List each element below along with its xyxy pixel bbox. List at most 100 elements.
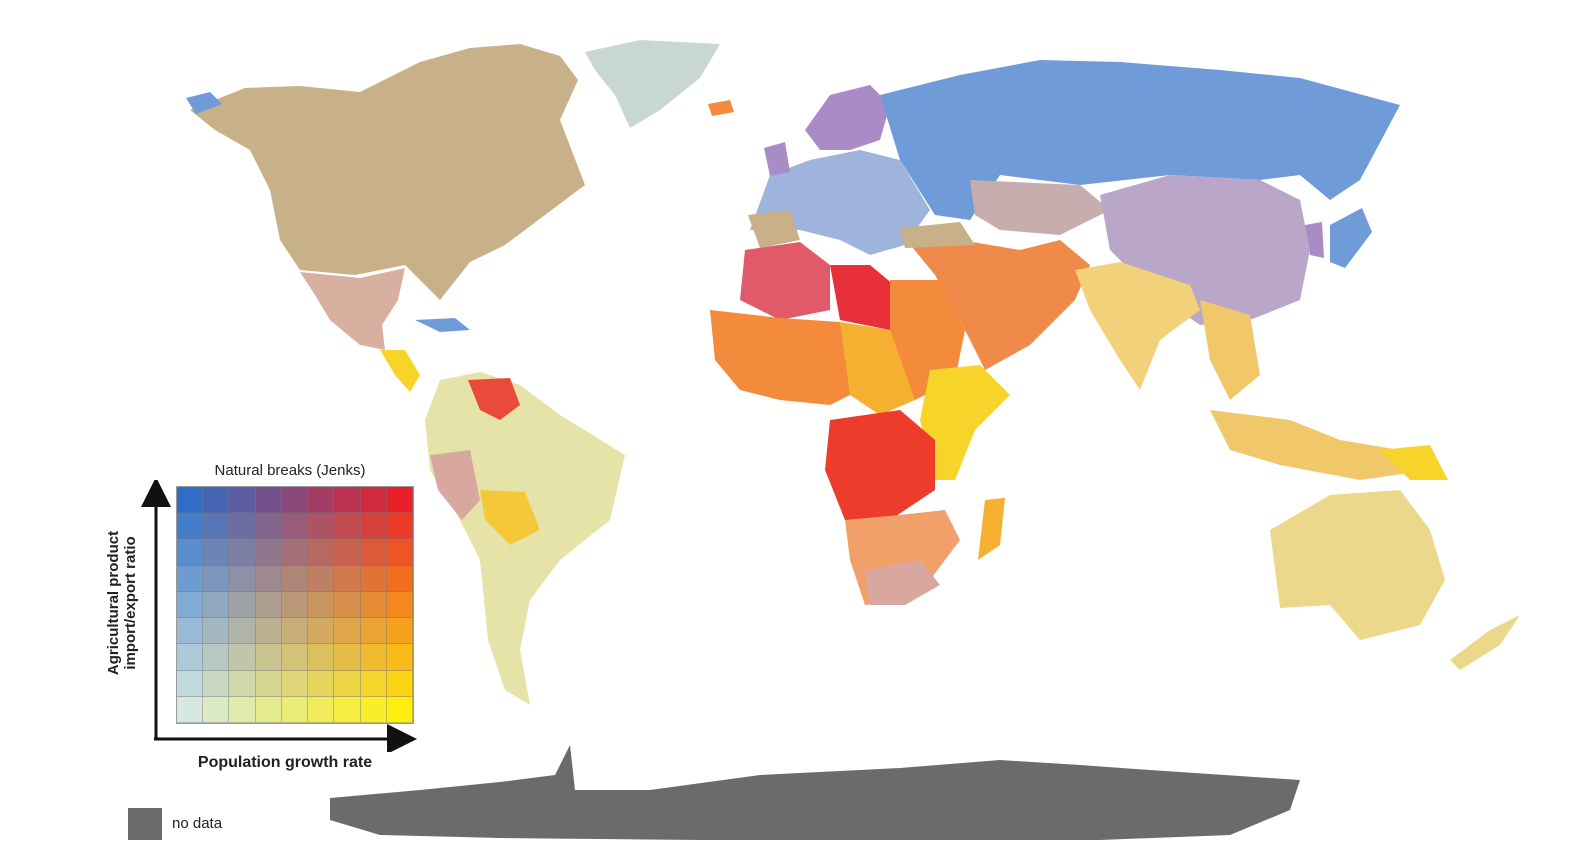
region-bolivia [480, 490, 540, 545]
legend-cell [308, 487, 335, 514]
legend-cell [203, 670, 230, 697]
legend-cell [203, 644, 230, 671]
legend-cell [281, 591, 309, 619]
legend-cell [308, 513, 335, 540]
legend-cell [203, 591, 230, 619]
region-sahel [840, 322, 915, 415]
region-greenland [585, 40, 720, 128]
legend-cell [177, 513, 204, 540]
region-new-zealand [1450, 615, 1520, 670]
legend-cell [177, 670, 204, 697]
legend-cell [386, 644, 413, 671]
bivariate-legend-grid [176, 486, 414, 724]
legend-cell [203, 487, 230, 514]
region-alaska-tip [186, 92, 222, 114]
legend-cell [255, 539, 282, 566]
legend-cell [360, 487, 387, 514]
region-north-america [190, 44, 585, 300]
legend-cell [229, 591, 256, 619]
legend-cell [360, 670, 387, 697]
legend-cell [229, 670, 256, 697]
region-australia [1270, 490, 1445, 640]
region-west-africa [710, 310, 880, 405]
legend-axes [141, 480, 417, 752]
legend-cell [281, 513, 309, 540]
legend-cell [229, 565, 256, 592]
legend-cell [281, 696, 309, 723]
legend-cell [229, 513, 256, 540]
legend-cell [203, 696, 230, 723]
legend-y-axis-label-line1: Agricultural product [105, 530, 122, 676]
legend-cell [334, 487, 361, 514]
legend-cell [255, 644, 282, 671]
legend-cell [203, 539, 230, 566]
legend-cell [255, 618, 282, 645]
region-iceland [708, 100, 734, 116]
legend-cell [334, 513, 361, 540]
region-peru [430, 450, 480, 520]
legend-cell [334, 591, 361, 619]
legend-cell [308, 618, 335, 645]
legend-cell [177, 565, 204, 592]
region-scandinavia [805, 85, 890, 150]
legend-cell [281, 487, 309, 514]
legend-cell [255, 591, 282, 619]
legend-cell [177, 487, 204, 514]
region-south-africa [865, 560, 940, 605]
legend-cell [229, 618, 256, 645]
region-turkey [900, 222, 975, 248]
legend-cell [255, 487, 282, 514]
no-data-swatch [128, 808, 162, 840]
legend-cell [334, 696, 361, 723]
region-india [1075, 262, 1200, 390]
legend-cell [334, 644, 361, 671]
legend-cell [308, 670, 335, 697]
region-middle-east [900, 232, 1090, 370]
legend-title: Natural breaks (Jenks) [214, 462, 366, 479]
legend-cell [334, 670, 361, 697]
legend-cell [203, 513, 230, 540]
region-central-asia [970, 180, 1110, 235]
legend-cell [386, 670, 413, 697]
legend-cell [360, 513, 387, 540]
legend-cell [229, 644, 256, 671]
region-japan [1330, 208, 1372, 268]
legend-cell [255, 565, 282, 592]
legend-cell [203, 618, 230, 645]
legend-cell [360, 539, 387, 566]
legend-cell [177, 539, 204, 566]
legend-cell [255, 670, 282, 697]
region-venezuela [468, 378, 520, 420]
region-antarctica [330, 745, 1300, 840]
region-south-america [425, 372, 625, 705]
legend-cell [386, 565, 413, 592]
legend-cell [308, 644, 335, 671]
legend-cell [386, 618, 413, 645]
legend-cell [229, 487, 256, 514]
region-iberia [748, 210, 800, 248]
legend-cell [386, 591, 413, 619]
legend-cell [308, 696, 335, 723]
legend-cell [255, 696, 282, 723]
legend-cell [360, 618, 387, 645]
region-new-guinea [1380, 445, 1448, 480]
region-uk [764, 142, 790, 176]
region-central-america [380, 350, 420, 392]
legend-cell [308, 591, 335, 619]
legend-cell [229, 539, 256, 566]
region-mexico [300, 268, 405, 350]
region-east-africa [920, 365, 1010, 480]
legend-cell [308, 539, 335, 566]
legend-cell [177, 591, 204, 619]
legend-cell [281, 618, 309, 645]
legend-x-axis-label: Population growth rate [197, 754, 373, 771]
legend-cell [203, 565, 230, 592]
region-north-africa-west [740, 242, 830, 320]
legend-cell [360, 644, 387, 671]
no-data-label: no data [172, 815, 223, 832]
legend-cell [308, 565, 335, 592]
legend-y-axis-label: Agricultural product import/export ratio [92, 498, 152, 708]
legend-cell [334, 539, 361, 566]
region-caribbean [415, 318, 470, 332]
